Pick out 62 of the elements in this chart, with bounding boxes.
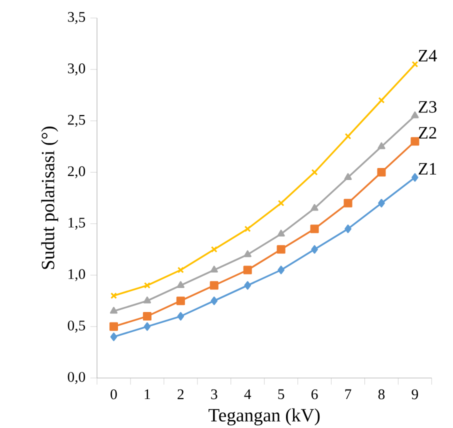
- point: [243, 266, 252, 274]
- point: [210, 246, 218, 253]
- point: [176, 296, 185, 306]
- point: [110, 306, 118, 314]
- point: [276, 245, 286, 254]
- point: [378, 198, 385, 208]
- point: [210, 281, 218, 290]
- point: [412, 173, 418, 182]
- point: [377, 168, 386, 177]
- point: [177, 266, 184, 274]
- point: [411, 111, 419, 118]
- point: [244, 226, 251, 232]
- x-tick-label: 9: [412, 389, 418, 400]
- point: [344, 224, 352, 234]
- point: [344, 198, 352, 208]
- point: [310, 224, 319, 234]
- point: [277, 230, 285, 237]
- point: [142, 312, 152, 321]
- point: [143, 296, 152, 304]
- x-tick-label: 3: [211, 389, 218, 400]
- x-tick-label: 5: [278, 389, 284, 400]
- point: [311, 169, 318, 176]
- y-tick-label: 1,5: [68, 218, 86, 230]
- point: [144, 282, 150, 289]
- x-tick-label: 4: [244, 389, 252, 400]
- point: [278, 266, 284, 274]
- x-tick-label: 0: [110, 389, 117, 400]
- series-label: Z3: [418, 101, 436, 113]
- point: [244, 250, 252, 258]
- point: [378, 142, 386, 150]
- point: [378, 97, 385, 104]
- x-tick-label: 8: [378, 389, 385, 400]
- y-tick-label: 2,5: [68, 114, 86, 127]
- point: [110, 332, 118, 342]
- point: [177, 312, 184, 321]
- x-tick-label: 2: [178, 389, 184, 400]
- y-tick-label: 3,0: [68, 63, 86, 76]
- x-tick-label: 7: [345, 389, 352, 399]
- point: [311, 245, 318, 254]
- y-axis-title: Sudut polarisasi (°): [41, 126, 58, 269]
- point: [109, 322, 118, 331]
- point: [144, 322, 151, 331]
- point: [210, 296, 218, 306]
- x-tick-label: 6: [312, 389, 318, 400]
- x-axis-title: Tegangan (kV): [208, 408, 320, 426]
- y-tick-label: 1,0: [68, 269, 86, 282]
- y-tick-label: 3,5: [68, 12, 86, 24]
- point: [278, 200, 284, 206]
- point: [344, 133, 352, 140]
- y-tick-label: 2,0: [68, 166, 86, 178]
- series-label: Z1: [418, 163, 436, 174]
- series-label: Z4: [418, 50, 437, 62]
- point: [310, 204, 318, 211]
- point: [344, 173, 352, 180]
- point: [210, 266, 218, 273]
- x-tick-label: 1: [144, 389, 150, 400]
- point: [176, 281, 184, 288]
- y-tick-label: 0,5: [68, 320, 86, 333]
- series-label: Z2: [418, 127, 436, 138]
- y-tick-label: 0,0: [68, 372, 86, 384]
- point: [410, 137, 420, 146]
- point: [244, 281, 252, 290]
